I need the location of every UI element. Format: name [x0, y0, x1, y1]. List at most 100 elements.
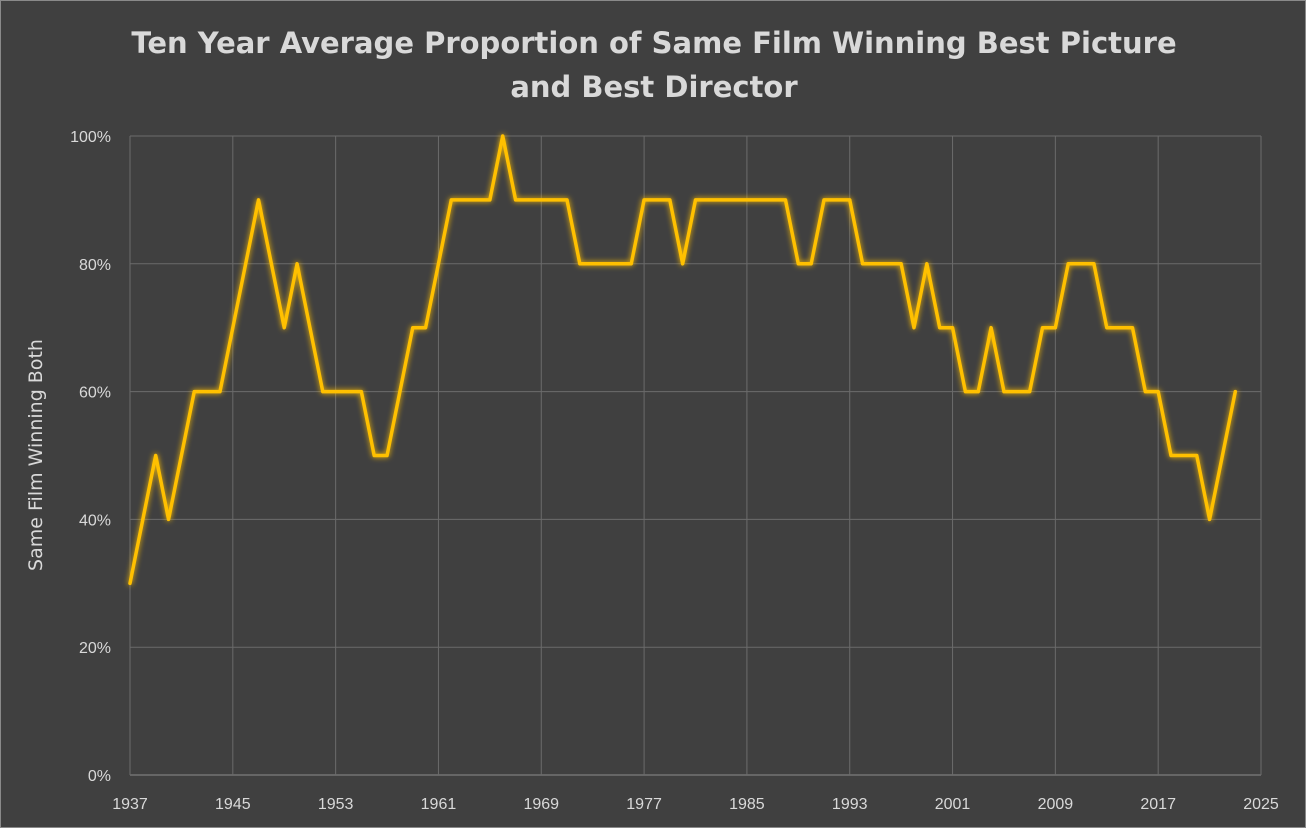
data-point: [668, 198, 672, 202]
data-point: [565, 198, 569, 202]
data-point: [951, 326, 955, 330]
x-tick-label: 2017: [1140, 796, 1176, 813]
data-point: [385, 454, 389, 457]
x-tick-label: 1969: [523, 796, 559, 813]
data-point: [462, 198, 466, 202]
data-point: [334, 390, 338, 394]
data-point: [321, 390, 325, 394]
data-point: [976, 390, 980, 394]
data-point: [848, 198, 852, 202]
data-point: [1041, 326, 1045, 330]
data-point: [552, 198, 556, 202]
chart-title-line-2: and Best Director: [510, 70, 798, 104]
data-point: [681, 262, 685, 266]
data-point: [1105, 326, 1109, 330]
data-point: [1079, 262, 1083, 266]
data-point: [282, 326, 286, 330]
data-point: [244, 262, 248, 266]
y-tick-label: 0%: [88, 768, 111, 785]
data-point: [604, 262, 608, 266]
data-point: [1002, 390, 1006, 394]
data-point: [989, 326, 993, 330]
data-point: [359, 390, 363, 394]
data-point: [912, 326, 916, 330]
data-point: [899, 262, 903, 266]
data-point: [925, 262, 929, 266]
x-tick-label: 1937: [112, 796, 148, 813]
x-tick-label: 1985: [729, 796, 765, 813]
data-point: [1233, 390, 1237, 394]
data-point: [449, 198, 453, 202]
data-point: [192, 390, 196, 394]
data-point: [308, 326, 312, 330]
data-point: [1195, 454, 1199, 457]
data-point: [1220, 454, 1224, 457]
data-point: [1182, 454, 1186, 457]
data-point: [835, 198, 839, 202]
data-point: [475, 198, 479, 202]
data-point: [1015, 390, 1019, 394]
data-point: [642, 198, 646, 202]
chart-title-line-1: Ten Year Average Proportion of Same Film…: [131, 26, 1176, 60]
data-point: [141, 517, 145, 521]
data-point: [809, 262, 813, 266]
data-point: [629, 262, 633, 266]
data-point: [1053, 326, 1057, 330]
data-point: [179, 454, 183, 457]
data-point: [1208, 517, 1212, 521]
gridlines: [129, 135, 1262, 776]
data-point: [1130, 326, 1134, 330]
y-tick-label: 100%: [70, 129, 111, 146]
data-point: [591, 262, 595, 266]
data-point: [372, 454, 376, 457]
y-tick-label: 80%: [79, 257, 111, 274]
data-point: [578, 262, 582, 266]
x-tick-label: 1961: [421, 796, 457, 813]
x-tick-label: 1953: [318, 796, 354, 813]
data-point: [218, 390, 222, 394]
data-point: [488, 198, 492, 202]
data-point: [398, 390, 402, 394]
y-axis-label: Same Film Winning Both: [25, 339, 47, 571]
data-point: [655, 198, 659, 202]
data-point: [269, 262, 273, 266]
data-point: [295, 262, 299, 266]
data-point: [1169, 454, 1173, 457]
data-point: [706, 198, 710, 202]
data-point: [886, 262, 890, 266]
data-point: [539, 198, 543, 202]
data-point: [938, 326, 942, 330]
data-point: [745, 198, 749, 202]
data-point: [963, 390, 967, 394]
x-tick-label: 2009: [1038, 796, 1074, 813]
series-line: [128, 134, 1238, 586]
x-tick-label: 1945: [215, 796, 251, 813]
data-point: [822, 198, 826, 202]
x-tick-label: 1977: [626, 796, 662, 813]
x-tick-label: 2001: [935, 796, 971, 813]
data-point: [758, 198, 762, 202]
data-point: [783, 198, 787, 202]
data-point: [257, 198, 261, 202]
series-layer: [128, 134, 1238, 586]
x-tick-label: 1993: [832, 796, 868, 813]
data-point: [694, 198, 697, 202]
data-point: [1156, 390, 1160, 394]
y-tick-label: 40%: [79, 512, 111, 529]
data-point: [154, 454, 158, 457]
y-tick-label: 60%: [79, 385, 111, 402]
data-point: [346, 390, 350, 394]
data-point: [1028, 390, 1032, 394]
data-point: [205, 390, 209, 394]
data-point: [719, 198, 723, 202]
data-point: [1066, 262, 1070, 266]
data-point: [861, 262, 865, 266]
data-point: [1118, 326, 1122, 330]
data-point: [1143, 390, 1147, 394]
data-point: [796, 262, 800, 266]
data-point: [424, 326, 428, 330]
data-point: [436, 262, 440, 266]
data-point: [732, 198, 736, 202]
